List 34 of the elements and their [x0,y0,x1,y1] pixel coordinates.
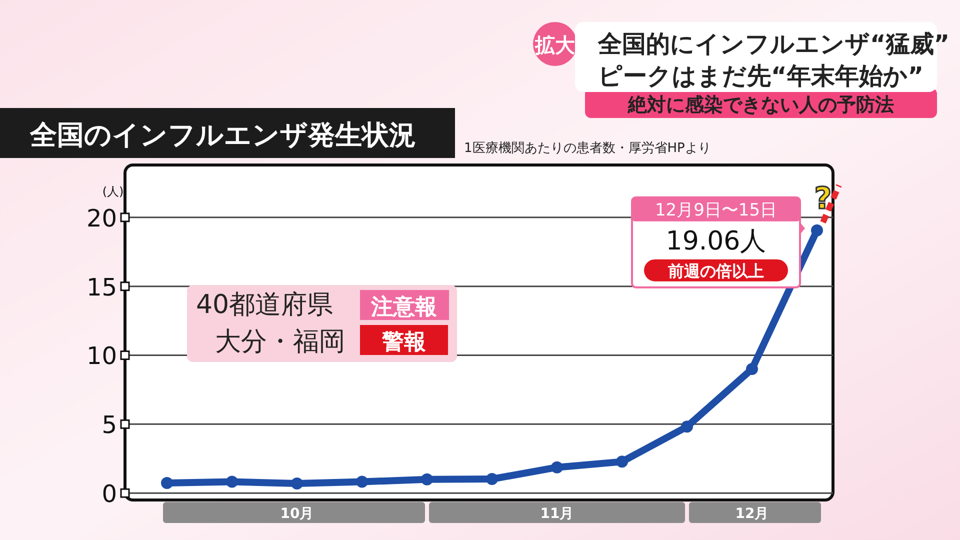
point [161,477,173,490]
point [746,363,758,376]
y-tick-label: 15 [86,273,117,302]
text: 全国的にインフルエンザ“猛威” [597,30,950,58]
x-tick-label: 12月 [735,506,769,522]
annotation: 注意報 [370,294,438,320]
y-tick-label: 10 [86,342,117,370]
x-tick-label: 10月 [280,506,314,522]
point [291,477,303,490]
chart-title: 全国のインフルエンザ発生状況 [29,120,416,151]
point [811,224,823,236]
annotation: 警報 [381,330,427,355]
y-tick-label: 5 [102,411,117,440]
annotation: 12月9日〜15日 [654,200,778,220]
y-axis-title: (人) [102,184,124,198]
text: 絶対に感染できない人の予防法 [627,94,894,116]
point [356,476,368,488]
annotation: 大分・福岡 [215,327,345,357]
point [226,476,238,488]
point [486,473,498,486]
data-label: 19.06人 [666,226,766,256]
annotation: ? [814,181,832,216]
y-tick-label: 20 [86,204,117,232]
annotation: 前週の倍以上 [667,261,764,280]
text: ピークはまだ先“年末年始か” [598,62,924,90]
x-tick-label: 11月 [540,506,574,522]
y-tick-label: 0 [102,480,117,508]
chart-subtitle: 1医療機関あたりの患者数・厚労省HPより [464,141,711,156]
text: 拡大 [534,33,576,57]
annotation: 40都道府県 [196,290,334,320]
point [681,420,693,433]
point [551,461,563,474]
point [421,473,433,486]
point [616,456,628,468]
